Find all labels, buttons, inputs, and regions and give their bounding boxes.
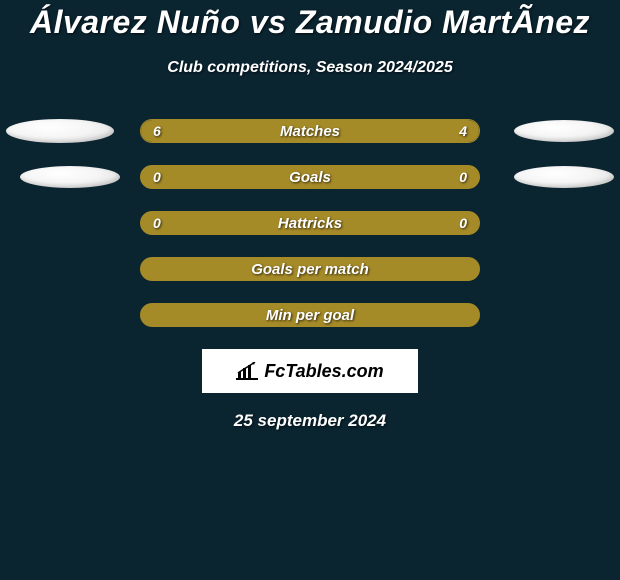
stat-label: Matches: [280, 123, 340, 140]
stat-label: Goals per match: [251, 261, 369, 278]
logo-box[interactable]: FcTables.com: [202, 349, 418, 393]
stat-bar: 0 0 Hattricks: [140, 211, 480, 235]
stat-value-left: 0: [153, 215, 161, 231]
stat-row: Goals per match: [0, 257, 620, 281]
stat-value-right: 0: [459, 169, 467, 185]
subtitle: Club competitions, Season 2024/2025: [0, 59, 620, 77]
stat-value-right: 0: [459, 215, 467, 231]
player-right-oval: [514, 166, 614, 188]
stat-row: 6 4 Matches: [0, 119, 620, 143]
stat-label: Goals: [289, 169, 331, 186]
player-left-oval: [20, 166, 120, 188]
logo-text: FcTables.com: [264, 361, 383, 382]
page-title: Álvarez Nuño vs Zamudio MartÃnez: [0, 4, 620, 41]
stat-row: 0 0 Goals: [0, 165, 620, 189]
chart-icon: [236, 362, 258, 380]
stat-bar: Min per goal: [140, 303, 480, 327]
stat-value-left: 0: [153, 169, 161, 185]
stat-bar: Goals per match: [140, 257, 480, 281]
stat-value-left: 6: [153, 123, 161, 139]
date-text: 25 september 2024: [0, 411, 620, 431]
comparison-container: Álvarez Nuño vs Zamudio MartÃnez Club co…: [0, 0, 620, 431]
stat-label: Min per goal: [266, 307, 354, 324]
stat-row: 0 0 Hattricks: [0, 211, 620, 235]
player-left-oval: [6, 119, 114, 143]
stat-rows: 6 4 Matches 0 0 Goals 0 0 Hattricks Goals per mat…: [0, 119, 620, 327]
player-right-oval: [514, 120, 614, 142]
stat-bar: 6 4 Matches: [140, 119, 480, 143]
stat-row: Min per goal: [0, 303, 620, 327]
stat-bar: 0 0 Goals: [140, 165, 480, 189]
stat-label: Hattricks: [278, 215, 342, 232]
stat-value-right: 4: [459, 123, 467, 139]
